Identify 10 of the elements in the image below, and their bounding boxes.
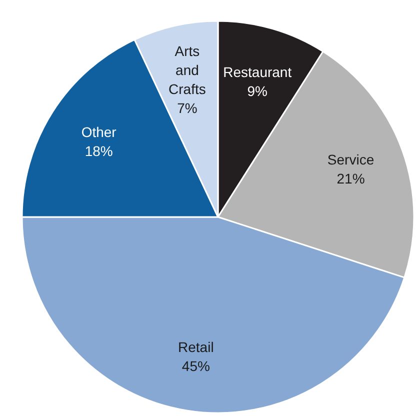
data-label: 21% <box>336 170 365 187</box>
data-label: 9% <box>247 82 268 99</box>
data-label: 18% <box>84 142 113 159</box>
slice-label: Other <box>81 124 117 140</box>
slice-label: Retail <box>178 338 214 355</box>
slice-label: Restaurant <box>223 64 292 80</box>
slice-label: Service <box>327 152 374 168</box>
slice-label: Arts and Crafts <box>168 42 206 97</box>
data-label: 45% <box>182 358 210 374</box>
data-label: 7% <box>177 100 198 116</box>
